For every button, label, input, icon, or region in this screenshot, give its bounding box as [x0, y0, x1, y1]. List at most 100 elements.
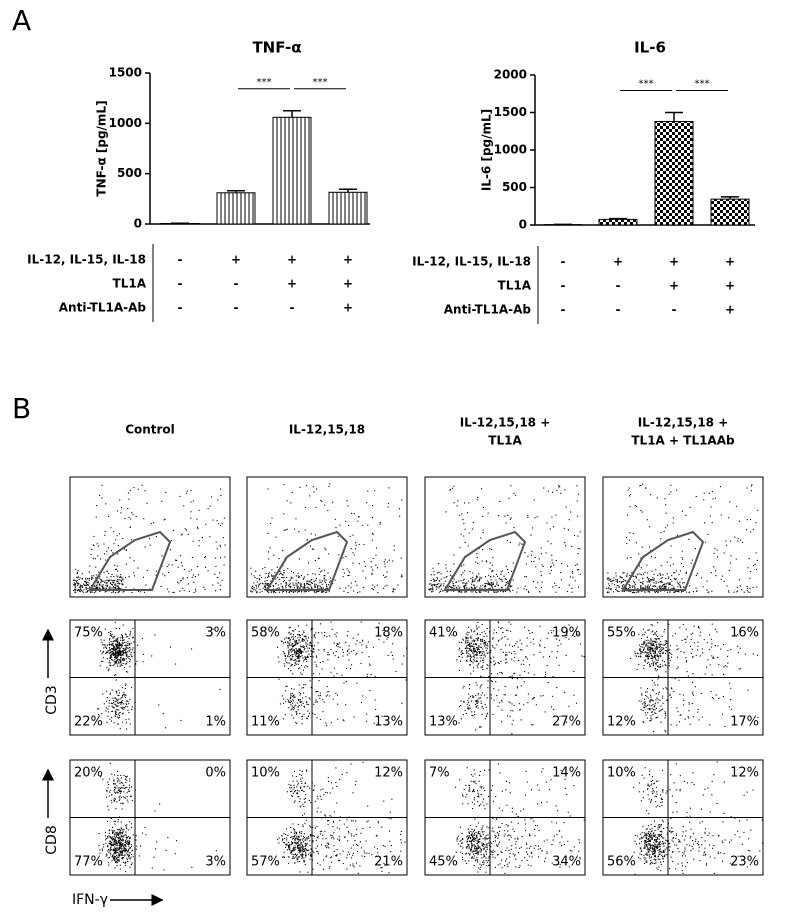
event-dot — [485, 846, 487, 848]
event-dot — [99, 665, 101, 667]
event-dot — [467, 706, 469, 708]
event-dot — [110, 634, 112, 636]
event-dot — [480, 666, 482, 668]
event-dot — [135, 663, 137, 665]
event-dot — [297, 575, 299, 577]
event-dot — [477, 648, 479, 650]
event-dot — [115, 643, 117, 645]
event-dot — [301, 855, 303, 857]
event-dot — [468, 832, 470, 834]
y-tick-label: 1000 — [494, 143, 527, 157]
event-dot — [107, 837, 109, 839]
event-dot — [301, 831, 303, 833]
event-dot — [311, 628, 313, 630]
event-dot — [470, 841, 472, 843]
event-dot — [326, 584, 328, 586]
event-dot — [125, 825, 127, 827]
event-dot — [94, 588, 96, 590]
event-dot — [302, 846, 304, 848]
event-dot — [337, 859, 339, 861]
event-dot — [521, 836, 523, 838]
event-dot — [294, 800, 296, 802]
event-dot — [112, 655, 114, 657]
event-dot — [317, 642, 319, 644]
event-dot — [515, 494, 517, 496]
event-dot — [283, 590, 285, 592]
event-dot — [301, 701, 303, 703]
event-dot — [484, 855, 486, 857]
event-dot — [634, 586, 636, 588]
event-dot — [114, 697, 116, 699]
event-dot — [261, 582, 263, 584]
event-dot — [293, 784, 295, 786]
event-dot — [547, 632, 549, 634]
event-dot — [332, 787, 334, 789]
event-dot — [499, 826, 501, 828]
event-dot — [676, 489, 678, 491]
event-dot — [277, 584, 279, 586]
event-dot — [433, 574, 435, 576]
event-dot — [478, 822, 480, 824]
event-dot — [116, 645, 118, 647]
event-dot — [125, 694, 127, 696]
event-dot — [335, 650, 337, 652]
event-dot — [269, 547, 271, 549]
event-dot — [108, 662, 110, 664]
event-dot — [303, 684, 305, 686]
event-dot — [118, 588, 120, 590]
event-dot — [95, 584, 97, 586]
event-dot — [525, 576, 527, 578]
event-dot — [627, 590, 629, 592]
event-dot — [577, 548, 579, 550]
event-dot — [494, 857, 496, 859]
event-dot — [299, 769, 301, 771]
event-dot — [574, 635, 576, 637]
event-dot — [461, 856, 463, 858]
event-dot — [378, 622, 380, 624]
event-dot — [470, 833, 472, 835]
event-dot — [297, 650, 299, 652]
event-dot — [135, 516, 137, 518]
event-dot — [292, 577, 294, 579]
event-dot — [324, 575, 326, 577]
event-dot — [485, 715, 487, 717]
event-dot — [75, 581, 77, 583]
event-dot — [488, 857, 490, 859]
event-dot — [123, 845, 125, 847]
event-dot — [468, 787, 470, 789]
event-dot — [122, 708, 124, 710]
event-dot — [291, 790, 293, 792]
event-dot — [105, 559, 107, 561]
event-dot — [301, 770, 303, 772]
event-dot — [283, 833, 285, 835]
event-dot — [151, 655, 153, 657]
event-dot — [515, 813, 517, 815]
event-dot — [285, 846, 287, 848]
event-dot — [480, 848, 482, 850]
event-dot — [99, 583, 101, 585]
event-dot — [547, 682, 549, 684]
event-dot — [499, 500, 501, 502]
event-dot — [182, 587, 184, 589]
event-dot — [306, 769, 308, 771]
event-dot — [303, 649, 305, 651]
event-dot — [120, 702, 122, 704]
event-dot — [305, 794, 307, 796]
event-dot — [348, 575, 350, 577]
event-dot — [315, 655, 317, 657]
event-dot — [532, 724, 534, 726]
event-dot — [337, 643, 339, 645]
event-dot — [486, 826, 488, 828]
event-dot — [277, 646, 279, 648]
event-dot — [140, 845, 142, 847]
event-dot — [294, 839, 296, 841]
event-dot — [539, 644, 541, 646]
event-dot — [271, 577, 273, 579]
event-dot — [303, 630, 305, 632]
event-dot — [120, 644, 122, 646]
event-dot — [125, 549, 127, 551]
event-dot — [116, 785, 118, 787]
event-dot — [319, 571, 321, 573]
event-dot — [312, 651, 314, 653]
event-dot — [262, 587, 264, 589]
